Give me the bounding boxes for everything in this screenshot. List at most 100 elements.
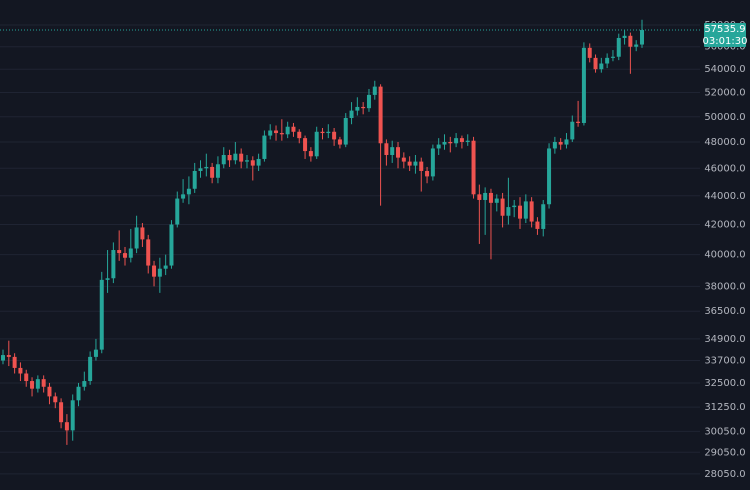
candle-body (459, 138, 464, 142)
y-tick-label: 38000.0 (704, 281, 745, 292)
y-tick-label: 42000.0 (704, 219, 745, 230)
candle-body (349, 110, 354, 118)
candle-body (140, 227, 145, 240)
candle-body (256, 158, 261, 166)
y-tick-label: 30050.0 (704, 426, 745, 437)
candle-body (384, 143, 389, 155)
countdown-label: 03:01:30 (703, 36, 748, 47)
candle-body (529, 201, 534, 222)
candle-body (88, 356, 93, 382)
candle-body (366, 94, 371, 109)
candle-body (576, 121, 581, 123)
candle-body (320, 131, 325, 134)
candle-body (181, 194, 186, 199)
y-tick-label: 54000.0 (704, 64, 745, 75)
candle-body (134, 227, 139, 249)
candle-body (82, 381, 87, 387)
candle-body (308, 151, 313, 157)
y-tick-label: 40000.0 (704, 250, 745, 261)
candle-body (616, 37, 621, 57)
candle-body (477, 194, 482, 200)
candle-body (30, 381, 35, 389)
candle-body (430, 148, 435, 177)
candle-body (221, 154, 226, 165)
candle-body (448, 141, 453, 144)
candle-body (41, 379, 46, 387)
candle-body (250, 160, 255, 166)
y-tick-label: 29050.0 (704, 447, 745, 458)
candle-body (343, 117, 348, 145)
candle-body (628, 35, 633, 47)
candle-body (262, 135, 267, 159)
candle-body (465, 140, 470, 142)
candle-body (279, 133, 284, 135)
candle-body (564, 139, 569, 145)
y-tick-label: 52000.0 (704, 88, 745, 99)
candle-body (12, 356, 17, 368)
y-tick-label: 32500.0 (704, 378, 745, 389)
price-label: 57535.9 (704, 24, 745, 35)
candle-body (314, 131, 319, 157)
candle-body (215, 164, 220, 178)
candle-body (378, 86, 383, 144)
candle-body (157, 268, 162, 277)
candle-body (274, 130, 279, 134)
candle-body (587, 47, 592, 58)
candle-body (622, 35, 627, 38)
candle-body (70, 400, 75, 431)
y-tick-label: 36500.0 (704, 306, 745, 317)
candle-body (35, 379, 40, 389)
candle-body (605, 57, 610, 64)
candle-body (204, 166, 209, 169)
candle-body (372, 86, 377, 95)
candle-body (570, 121, 575, 140)
y-tick-label: 28050.0 (704, 469, 745, 480)
candle-body (105, 278, 110, 280)
candle-body (111, 250, 116, 279)
y-tick-label: 31250.0 (704, 402, 745, 413)
candle-body (93, 349, 98, 357)
candle-body (593, 57, 598, 70)
candle-body (541, 204, 546, 229)
candle-body (192, 170, 197, 189)
y-tick-label: 44000.0 (704, 191, 745, 202)
candle-body (454, 138, 459, 144)
candle-body (488, 192, 493, 203)
candle-body (512, 205, 517, 208)
candle-body (506, 207, 511, 216)
candle-body (483, 192, 488, 200)
candle-body (581, 47, 586, 123)
candle-body (355, 106, 360, 111)
candle-body (303, 138, 308, 152)
candle-body (146, 239, 151, 266)
candle-body (442, 141, 447, 145)
candle-body (64, 422, 69, 431)
y-tick-label: 56000.0 (704, 42, 745, 53)
candle-body (523, 201, 528, 219)
candle-body (552, 141, 557, 149)
candle-body (210, 166, 215, 178)
candle-body (175, 198, 180, 225)
candle-body (500, 198, 505, 216)
candle-body (396, 147, 401, 158)
y-tick-label: 34900.0 (704, 334, 745, 345)
candle-body (122, 253, 127, 258)
candle-body (59, 402, 64, 423)
candle-body (53, 396, 58, 403)
y-tick-label: 48000.0 (704, 137, 745, 148)
candle-body (198, 168, 203, 171)
candle-body (24, 373, 29, 382)
candle-body (390, 147, 395, 155)
candle-body (401, 157, 406, 162)
candle-body (326, 131, 331, 134)
price-label-bg (704, 23, 746, 48)
candle-body (407, 161, 412, 166)
y-tick-label: 46000.0 (704, 163, 745, 174)
candle-body (547, 148, 552, 205)
candle-body (419, 161, 424, 171)
candle-body (285, 126, 290, 135)
candle-body (436, 144, 441, 149)
candle-body (169, 224, 174, 266)
candle-body (535, 221, 540, 229)
